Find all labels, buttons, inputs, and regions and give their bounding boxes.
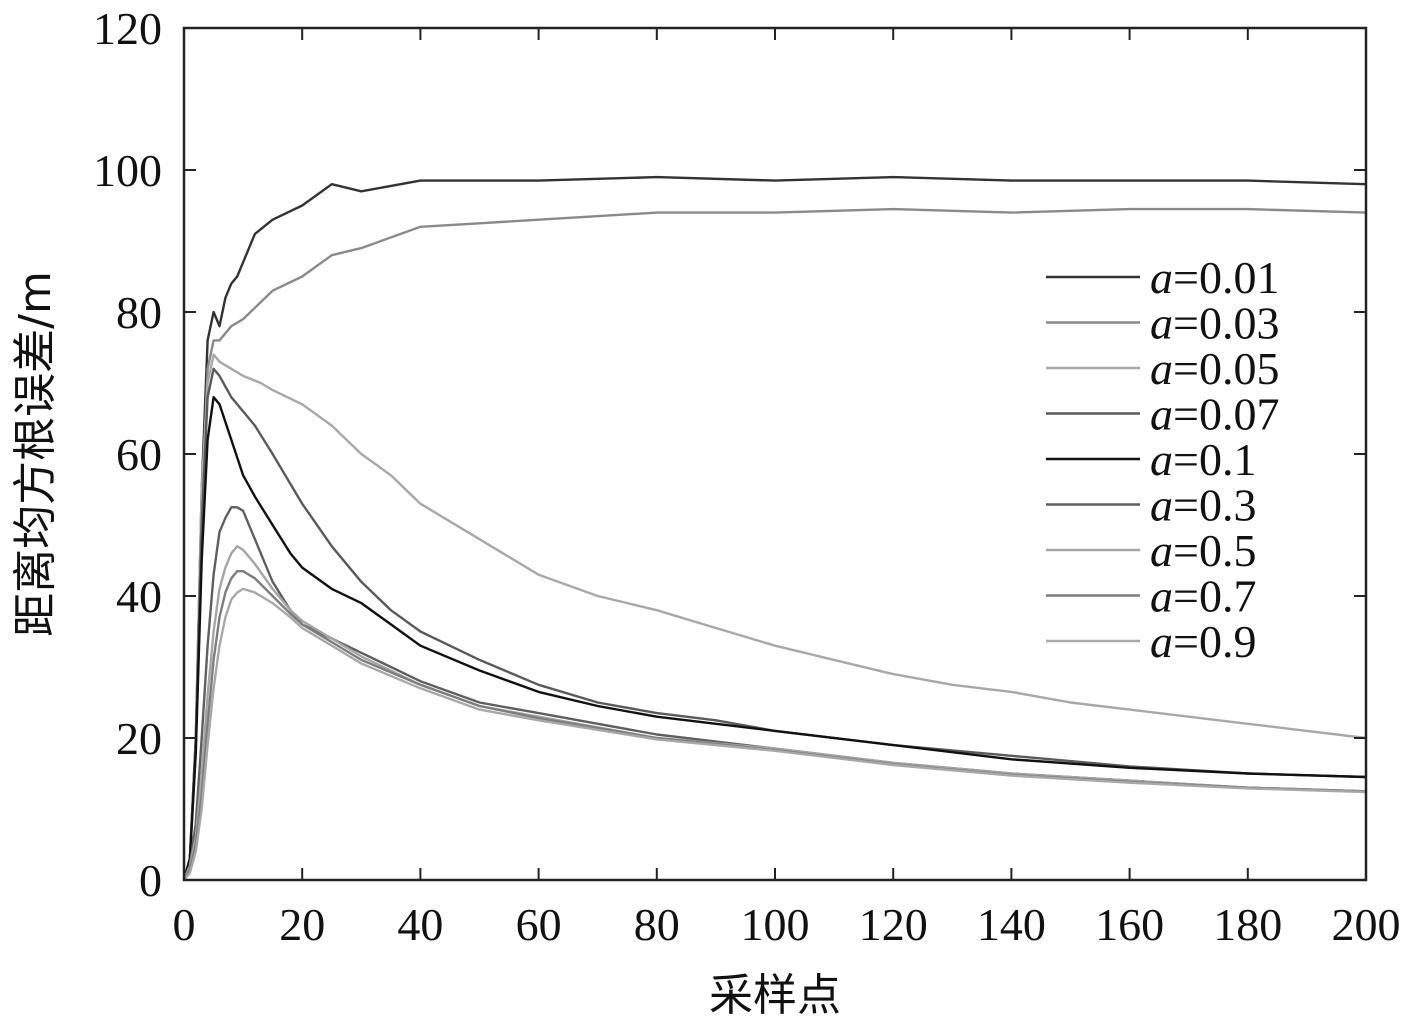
legend-label: a=0.05 [1150, 343, 1279, 394]
x-tick-label: 100 [741, 899, 810, 950]
legend-label: a=0.7 [1150, 571, 1256, 622]
series-line-8 [183, 587, 1367, 881]
series-line-6 [182, 545, 1367, 881]
legend-param: a [1150, 571, 1173, 622]
legend-label: a=0.5 [1150, 525, 1256, 576]
x-tick-label: 0 [173, 899, 196, 950]
legend-label: a=0.3 [1150, 480, 1256, 531]
legend-param: a [1150, 616, 1173, 667]
x-tick-label: 40 [397, 899, 443, 950]
series-line-2 [182, 353, 1367, 881]
x-tick-label: 80 [634, 899, 680, 950]
legend-param: a [1150, 389, 1173, 440]
legend-value: =0.3 [1173, 480, 1256, 531]
y-tick-label: 60 [116, 429, 162, 480]
y-tick-label: 20 [116, 713, 162, 764]
y-tick-label: 120 [93, 3, 162, 54]
legend-value: =0.01 [1173, 252, 1279, 303]
x-tick-label: 200 [1332, 899, 1401, 950]
series-line-4 [182, 396, 1367, 881]
legend-value: =0.07 [1173, 389, 1279, 440]
legend-value: =0.1 [1173, 434, 1256, 485]
y-tick-label: 80 [116, 287, 162, 338]
legend-label: a=0.07 [1150, 389, 1279, 440]
legend: a=0.01a=0.03a=0.05a=0.07a=0.1a=0.3a=0.5a… [1046, 252, 1279, 667]
x-tick-label: 60 [516, 899, 562, 950]
x-tick-label: 20 [279, 899, 325, 950]
legend-label: a=0.03 [1150, 298, 1279, 349]
legend-param: a [1150, 480, 1173, 531]
y-tick-label: 0 [139, 855, 162, 906]
legend-param: a [1150, 298, 1173, 349]
legend-value: =0.9 [1173, 616, 1256, 667]
tick-layer: 0 20 40 60 80 100 120 140 160 180 200 0 20 40 60 80 100 1… [93, 3, 1401, 950]
legend-value: =0.7 [1173, 571, 1256, 622]
legend-value: =0.5 [1173, 525, 1256, 576]
x-tick-label: 180 [1213, 899, 1282, 950]
legend-param: a [1150, 343, 1173, 394]
y-tick-label: 100 [93, 145, 162, 196]
legend-label: a=0.01 [1150, 252, 1279, 303]
legend-param: a [1150, 434, 1173, 485]
legend-param: a [1150, 525, 1173, 576]
legend-label: a=0.1 [1150, 434, 1256, 485]
y-axis-title: 距离均方根误差/m [10, 271, 61, 637]
x-tick-label: 140 [977, 899, 1046, 950]
x-tick-label: 120 [859, 899, 928, 950]
legend-value: =0.03 [1173, 298, 1279, 349]
series-layer [182, 175, 1367, 881]
legend-label: a=0.9 [1150, 616, 1256, 667]
x-tick-label: 160 [1095, 899, 1164, 950]
legend-param: a [1150, 252, 1173, 303]
x-axis-title: 采样点 [709, 970, 841, 1021]
series-line-0 [182, 175, 1367, 881]
legend-value: =0.05 [1173, 343, 1279, 394]
y-tick-label: 40 [116, 571, 162, 622]
